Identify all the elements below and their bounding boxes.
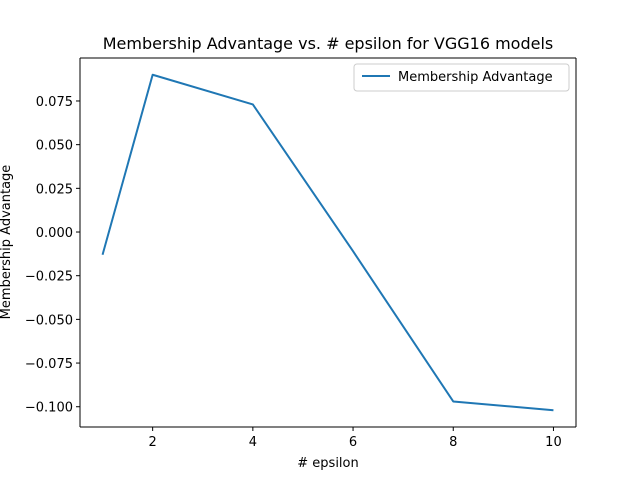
x-axis-ticks: 2 4 6 8 10 [149,427,562,450]
chart-title: Membership Advantage vs. # epsilon for V… [103,34,554,53]
x-tick-label: 6 [349,435,357,450]
y-tick-label: −0.075 [25,357,73,372]
x-tick-label: 2 [149,435,157,450]
y-axis-ticks: 0.075 0.050 0.025 0.000 −0.025 −0.050 −0.075 −0… [25,95,80,416]
y-tick-label: −0.100 [25,401,73,416]
y-tick-label: −0.050 [25,313,73,328]
x-tick-label: 4 [249,435,257,450]
y-tick-label: 0.025 [36,182,73,197]
y-axis-label: Membership Advantage [0,165,14,320]
plot-area [80,58,576,427]
y-tick-label: 0.000 [36,226,73,241]
axes-frame [79,57,577,428]
legend-label: Membership Advantage [398,70,553,85]
x-tick-label: 10 [545,435,562,450]
y-tick-label: −0.025 [25,270,73,285]
series-layer [101,73,554,412]
legend: Membership Advantage [353,63,570,92]
x-axis-label: # epsilon [297,456,358,471]
x-tick-label: 8 [449,435,457,450]
y-tick-label: 0.050 [36,139,73,154]
y-tick-label: 0.075 [36,95,73,110]
series-line-0 [101,73,554,412]
legend-box [353,63,570,92]
